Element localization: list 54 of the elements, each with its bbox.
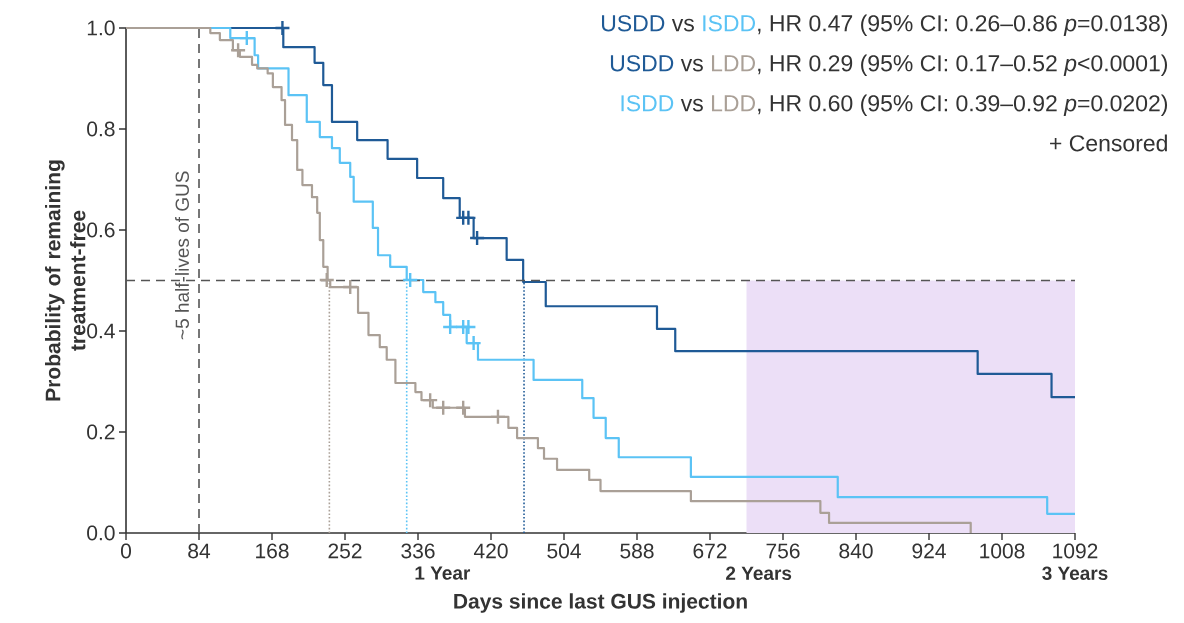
point	[465, 334, 482, 352]
point	[274, 19, 291, 37]
x-tick-label: 840	[839, 543, 873, 559]
x-tick-label: 168	[256, 543, 289, 559]
text: LDD	[711, 55, 756, 72]
x-tick-label: 84	[188, 543, 211, 559]
text: LDD	[711, 95, 756, 112]
x-tick-label: 252	[328, 543, 362, 559]
y-tick-label: 0.6	[87, 222, 115, 238]
x2-tick-label: 1 Year	[415, 566, 471, 580]
y-tick-label: 0.8	[87, 121, 115, 137]
point	[441, 318, 459, 336]
annotation: + Censored	[1050, 134, 1167, 152]
point	[489, 408, 507, 426]
x-tick-label: 0	[120, 543, 132, 559]
point	[238, 29, 256, 47]
ref-line-label: ~5 half-lives of GUS	[175, 171, 189, 340]
y-tick-label: 0.2	[87, 424, 115, 440]
y-tick-label: 0.0	[87, 525, 115, 541]
point	[460, 209, 477, 227]
point	[454, 399, 472, 416]
point	[468, 229, 486, 247]
annotation: vs	[680, 58, 703, 72]
x-tick-label: 924	[912, 543, 946, 559]
x-tick-label: 756	[766, 543, 800, 559]
point	[229, 42, 247, 59]
annotation: , HR 0.60 (95% CI: 0.39–0.92 p=0.0202)	[758, 94, 1168, 116]
point	[460, 318, 477, 336]
y-tick-label: 1.0	[87, 20, 115, 36]
text: USDD	[610, 55, 674, 72]
annotation: vs	[680, 98, 703, 112]
x2-tick-label: 2 Years	[726, 566, 792, 580]
annotation: , HR 0.47 (95% CI: 0.26–0.86 p=0.0138)	[758, 14, 1168, 36]
text: USDD	[601, 15, 665, 32]
text: ISDD	[703, 15, 756, 32]
x-tick-label: 672	[693, 543, 727, 559]
annotation: , HR 0.29 (95% CI: 0.17–0.52 p<0.0001)	[758, 54, 1168, 76]
point	[342, 278, 359, 296]
x-tick-label: 336	[401, 543, 435, 559]
y-axis-title: Probability of remaining treatment-free	[45, 160, 86, 401]
x-tick-label: 420	[473, 543, 508, 559]
x-tick-label: 588	[620, 543, 654, 559]
y-tick-label: 0.4	[87, 323, 115, 339]
point	[435, 399, 452, 416]
x-tick-label: 504	[547, 543, 581, 559]
x-axis-title: Days since last GUS injection	[454, 593, 747, 613]
annotation: vs	[671, 18, 694, 32]
x-tick-label: 1008	[980, 543, 1025, 559]
point	[318, 271, 335, 289]
point	[421, 391, 439, 409]
x2-tick-label: 3 Years	[1042, 566, 1108, 581]
point	[401, 271, 419, 289]
text: ISDD	[621, 95, 674, 112]
x-tick-label: 1092	[1053, 543, 1098, 559]
